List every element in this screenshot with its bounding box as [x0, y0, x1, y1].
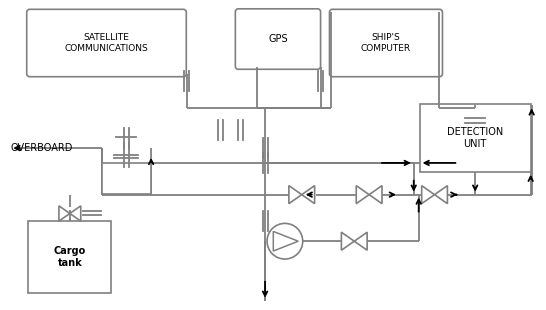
Text: Cargo
tank: Cargo tank [54, 246, 86, 268]
FancyBboxPatch shape [27, 9, 186, 77]
Polygon shape [354, 232, 367, 250]
Text: SHIP'S
COMPUTER: SHIP'S COMPUTER [361, 33, 411, 53]
Polygon shape [341, 232, 354, 250]
Polygon shape [422, 186, 435, 204]
Text: SATELLITE
COMMUNICATIONS: SATELLITE COMMUNICATIONS [64, 33, 149, 53]
Polygon shape [302, 186, 314, 204]
Text: DETECTION
UNIT: DETECTION UNIT [447, 127, 503, 149]
Bar [102, 163, 151, 194]
FancyBboxPatch shape [329, 9, 442, 77]
Bar [420, 104, 531, 172]
Polygon shape [59, 206, 70, 221]
FancyBboxPatch shape [235, 9, 321, 69]
Polygon shape [356, 186, 369, 204]
Polygon shape [289, 186, 302, 204]
Polygon shape [70, 206, 81, 221]
Polygon shape [369, 186, 382, 204]
Text: OVERBOARD: OVERBOARD [10, 143, 73, 153]
Text: GPS: GPS [268, 34, 288, 44]
Polygon shape [435, 186, 447, 204]
Bar [28, 221, 111, 293]
